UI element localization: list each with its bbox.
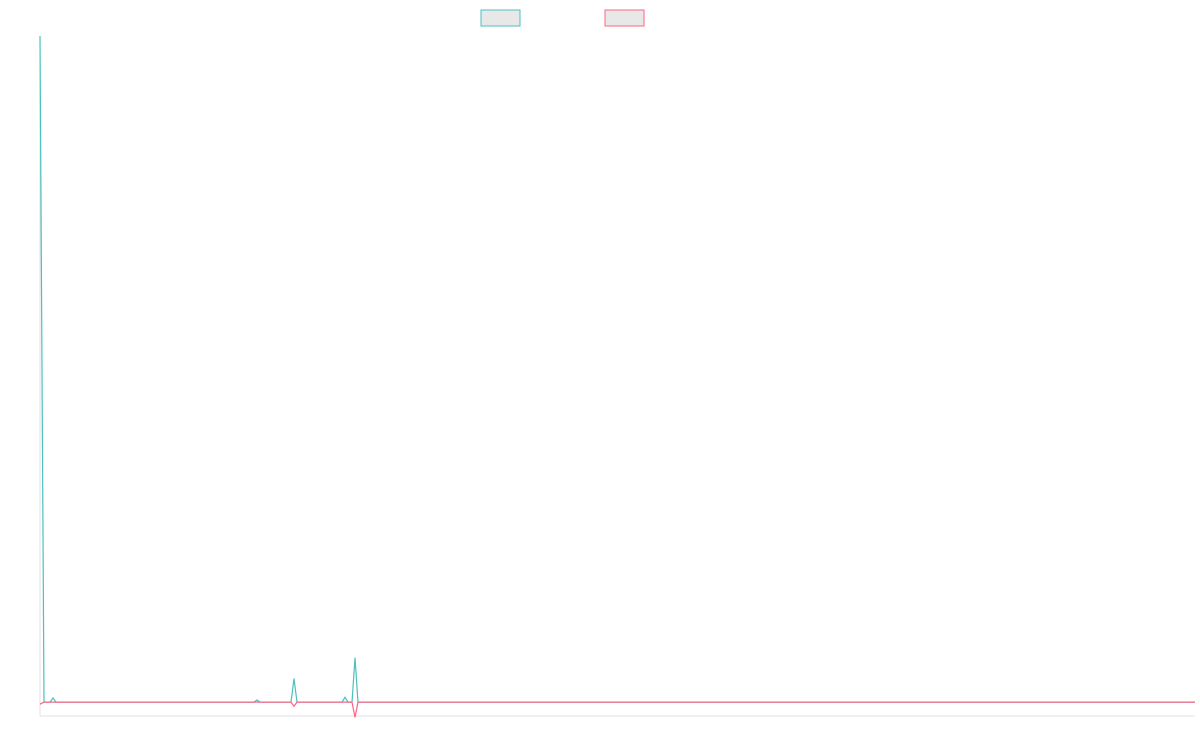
legend-swatch (480, 9, 521, 27)
series-line (39, 35, 1195, 703)
legend-swatch (604, 9, 645, 27)
series-line (39, 701, 1195, 718)
